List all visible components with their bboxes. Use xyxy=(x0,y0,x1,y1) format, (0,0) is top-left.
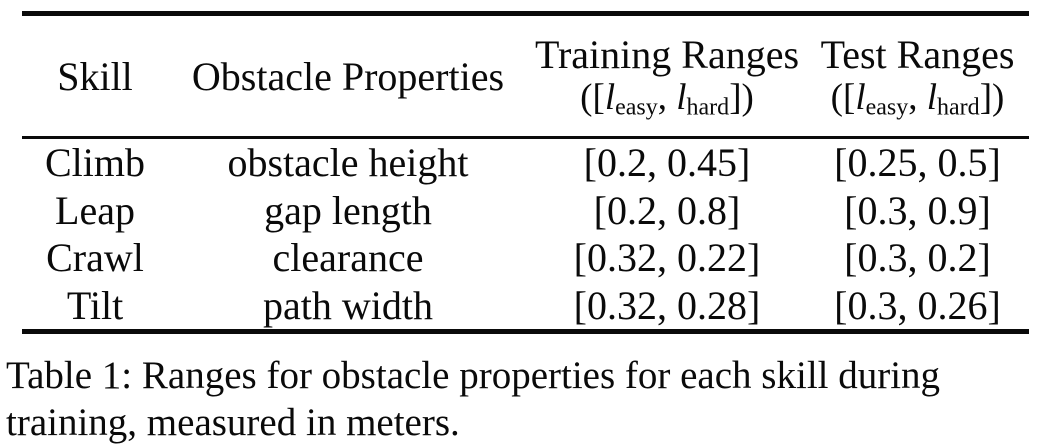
cell-skill: Crawl xyxy=(46,235,144,281)
column-header-test-ranges: Test Ranges ([leasy, lhard]) xyxy=(806,16,1029,136)
column-header-skill-label: Skill xyxy=(57,53,133,99)
cell-property: clearance xyxy=(272,235,424,281)
cell-skill: Climb xyxy=(44,140,146,186)
cell-skill: Tilt xyxy=(66,282,124,328)
notation-sub-hard: hard xyxy=(937,94,980,121)
cell-training-range: [0.2, 0.45] xyxy=(583,140,751,186)
table-mid-rule xyxy=(22,136,1029,139)
notation-close: ]) xyxy=(729,77,754,118)
table-header-row: Skill Obstacle Properties Training Range… xyxy=(22,16,1029,136)
notation-var-easy: l xyxy=(604,77,616,118)
notation-var-easy: l xyxy=(855,77,866,118)
cell-property: gap length xyxy=(264,187,432,233)
notation-close: ]) xyxy=(979,77,1005,118)
caption-line-1: Table 1: Ranges for obstacle properties … xyxy=(6,354,941,397)
cell-test-range: [0.3, 0.26] xyxy=(834,282,1001,328)
notation-open: ([ xyxy=(580,77,605,118)
training-range-notation: ([leasy, lhard]) xyxy=(580,76,754,119)
column-header-obstacle-properties: Obstacle Properties xyxy=(168,16,528,136)
notation-sub-easy: easy xyxy=(865,94,909,121)
test-range-notation: ([leasy, lhard]) xyxy=(831,76,1005,119)
cell-training-range: [0.32, 0.28] xyxy=(573,282,761,328)
caption-line-2: training, measured in meters. xyxy=(6,401,460,444)
column-header-training-ranges: Training Ranges ([leasy, lhard]) xyxy=(528,16,806,136)
cell-training-range: [0.2, 0.8] xyxy=(593,187,741,233)
cell-test-range: [0.3, 0.9] xyxy=(844,187,991,233)
notation-sub-hard: hard xyxy=(686,94,730,121)
notation-open: ([ xyxy=(830,77,856,118)
table-top-rule xyxy=(22,11,1029,16)
cell-training-range: [0.32, 0.22] xyxy=(573,235,761,281)
column-header-test-ranges-title: Test Ranges xyxy=(820,32,1015,77)
column-header-obstacle-properties-label: Obstacle Properties xyxy=(191,53,505,99)
notation-sub-easy: easy xyxy=(615,94,658,121)
cell-test-range: [0.3, 0.2] xyxy=(844,235,991,281)
table-caption: Table 1: Ranges for obstacle properties … xyxy=(6,352,1040,446)
notation-var-hard: l xyxy=(926,77,938,118)
cell-skill: Leap xyxy=(55,187,135,233)
notation-separator: , xyxy=(657,77,677,118)
notation-separator: , xyxy=(908,77,927,118)
column-header-training-ranges-title: Training Ranges xyxy=(534,32,800,77)
cell-property: obstacle height xyxy=(227,140,469,186)
table-body: Climb obstacle height [0.2, 0.45] [0.25,… xyxy=(22,139,1029,329)
notation-var-hard: l xyxy=(676,77,687,118)
table-bottom-rule xyxy=(22,329,1029,334)
column-header-skill: Skill xyxy=(22,16,168,136)
cell-property: path width xyxy=(263,282,433,328)
cell-test-range: [0.25, 0.5] xyxy=(834,140,1001,186)
